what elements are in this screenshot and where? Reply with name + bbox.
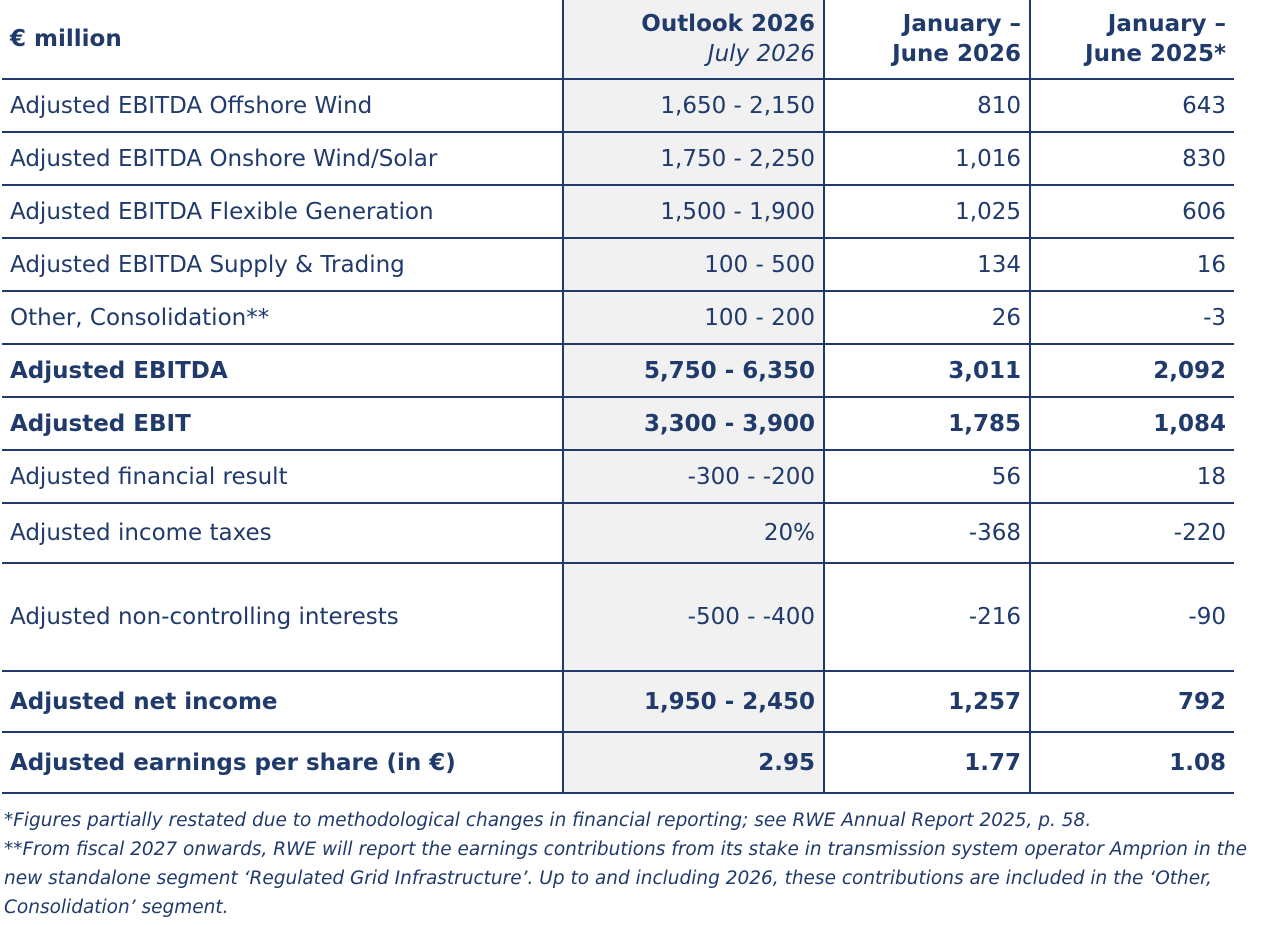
h1-2026-header-line2: June 2026 [892,41,1021,67]
outlook-value: 2.95 [562,732,825,794]
row-label: Adjusted EBITDA Offshore Wind [2,79,563,133]
outlook-value: -500 - -400 [562,563,825,672]
outlook-value: 1,500 - 1,900 [562,185,825,239]
outlook-header-title: Outlook 2026 [641,11,815,37]
outlook-header: Outlook 2026 July 2026 [562,0,825,80]
h1-2026-value: 1,016 [824,132,1031,186]
table-row: Other, Consolidation** 100 - 200 26 -3 [2,291,1234,345]
financial-outlook-table: € million Outlook 2026 July 2026 January… [2,0,1234,794]
h1-2026-value: 1,257 [824,671,1031,733]
table-row: Adjusted EBITDA Onshore Wind/Solar 1,750… [2,132,1234,186]
h1-2025-header-line1: January – [1107,11,1226,37]
h1-2026-value: 134 [824,238,1031,292]
unit-header: € million [2,0,563,80]
outlook-value: 3,300 - 3,900 [562,397,825,451]
outlook-value: 100 - 500 [562,238,825,292]
row-label: Adjusted income taxes [2,503,563,564]
row-label: Adjusted financial result [2,450,563,504]
row-label: Adjusted EBITDA Onshore Wind/Solar [2,132,563,186]
h1-2025-value: 643 [1030,79,1234,133]
row-label: Adjusted earnings per share (in €) [2,732,563,794]
outlook-value: 1,650 - 2,150 [562,79,825,133]
outlook-value: 20% [562,503,825,564]
h1-2026-value: 1,785 [824,397,1031,451]
outlook-value: -300 - -200 [562,450,825,504]
footnote-restated: *Figures partially restated due to metho… [4,810,1092,831]
table-row: Adjusted EBITDA Offshore Wind 1,650 - 2,… [2,79,1234,133]
h1-2026-value: 1.77 [824,732,1031,794]
h1-2025-header-line2: June 2025* [1085,41,1226,67]
h1-2025-value: -3 [1030,291,1234,345]
table-row: Adjusted EBITDA 5,750 - 6,350 3,011 2,09… [2,344,1234,398]
h1-2025-value: 606 [1030,185,1234,239]
table-row: Adjusted non-controlling interests -500 … [2,563,1234,672]
outlook-header-subtitle: July 2026 [707,41,815,67]
row-label: Other, Consolidation** [2,291,563,345]
h1-2025-value: 830 [1030,132,1234,186]
table-row: Adjusted income taxes 20% -368 -220 [2,503,1234,564]
row-label: Adjusted EBIT [2,397,563,451]
h1-2025-value: 16 [1030,238,1234,292]
footnotes: *Figures partially restated due to metho… [4,806,1276,922]
h1-2025-value: 2,092 [1030,344,1234,398]
outlook-value: 1,750 - 2,250 [562,132,825,186]
table-row: Adjusted EBITDA Supply & Trading 100 - 5… [2,238,1234,292]
row-label: Adjusted EBITDA [2,344,563,398]
h1-2026-value: 26 [824,291,1031,345]
h1-2026-header: January – June 2026 [824,0,1031,80]
h1-2026-header-line1: January – [902,11,1021,37]
row-label: Adjusted non-controlling interests [2,563,563,672]
table-row: Adjusted EBIT 3,300 - 3,900 1,785 1,084 [2,397,1234,451]
h1-2026-value: 56 [824,450,1031,504]
table-row: Adjusted financial result -300 - -200 56… [2,450,1234,504]
footnote-segment: **From fiscal 2027 onwards, RWE will rep… [4,839,1247,918]
h1-2025-value: 18 [1030,450,1234,504]
table-header-row: € million Outlook 2026 July 2026 January… [2,0,1234,80]
row-label: Adjusted EBITDA Supply & Trading [2,238,563,292]
h1-2026-value: -216 [824,563,1031,672]
h1-2026-value: 810 [824,79,1031,133]
h1-2026-value: 3,011 [824,344,1031,398]
h1-2025-value: -220 [1030,503,1234,564]
h1-2025-value: 1.08 [1030,732,1234,794]
outlook-value: 100 - 200 [562,291,825,345]
h1-2025-header: January – June 2025* [1030,0,1234,80]
table-row: Adjusted net income 1,950 - 2,450 1,257 … [2,671,1234,733]
h1-2026-value: -368 [824,503,1031,564]
row-label: Adjusted net income [2,671,563,733]
outlook-value: 1,950 - 2,450 [562,671,825,733]
outlook-value: 5,750 - 6,350 [562,344,825,398]
h1-2025-value: 1,084 [1030,397,1234,451]
table-row: Adjusted EBITDA Flexible Generation 1,50… [2,185,1234,239]
h1-2025-value: 792 [1030,671,1234,733]
row-label: Adjusted EBITDA Flexible Generation [2,185,563,239]
h1-2025-value: -90 [1030,563,1234,672]
table-row: Adjusted earnings per share (in €) 2.95 … [2,732,1234,794]
h1-2026-value: 1,025 [824,185,1031,239]
